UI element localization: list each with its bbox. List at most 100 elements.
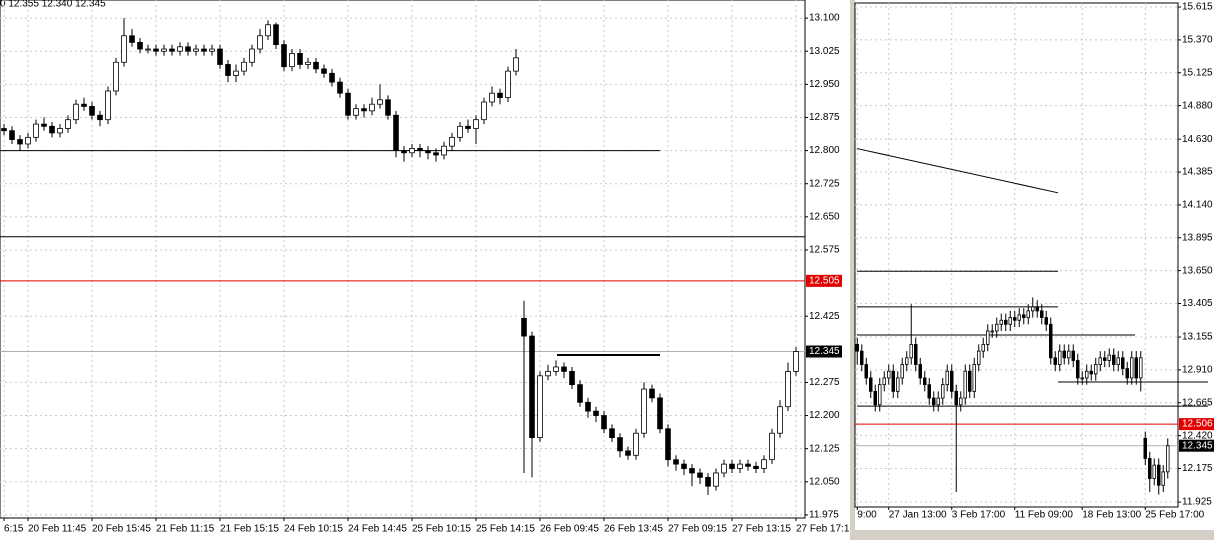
candle-body [1053, 357, 1058, 365]
candle-body [401, 150, 407, 154]
candle-body [209, 48, 215, 52]
y-tick-label: 12.125 [809, 443, 840, 454]
candle-body [1017, 314, 1022, 321]
candle-body [249, 48, 255, 63]
candle-body [609, 428, 615, 439]
x-tick-label: 11 Feb 09:00 [1015, 510, 1074, 521]
candle-body [1058, 350, 1062, 365]
candle-body [225, 64, 231, 76]
plot-frame [0, 0, 806, 519]
candle-body [57, 128, 63, 134]
candle-body [329, 72, 335, 83]
candle-body [869, 377, 873, 392]
candle-body [561, 366, 567, 372]
candle-body [321, 68, 327, 74]
y-tick-label: 13.025 [809, 46, 840, 57]
candle-body [537, 375, 543, 439]
candle-body [673, 459, 679, 465]
candle-body [959, 397, 963, 406]
candle-body [9, 130, 15, 140]
candle-body [689, 468, 695, 474]
price-marker-box [1179, 418, 1214, 431]
candle-body [409, 147, 415, 154]
candle-body [713, 472, 719, 487]
plot-frame [854, 2, 1179, 508]
candle-body [999, 319, 1004, 325]
price-marker-box [806, 345, 842, 358]
candle-body [1004, 319, 1008, 325]
candle-body [936, 397, 941, 406]
x-tick-label: 18 Feb 13:00 [1082, 510, 1141, 521]
candle-body [153, 48, 159, 52]
candle-body [1026, 310, 1031, 318]
candle-body [681, 463, 687, 469]
y-tick-label: 14.630 [1182, 134, 1213, 145]
candle-body [1040, 310, 1044, 318]
candle-body [882, 377, 887, 386]
candle-body [601, 415, 607, 430]
y-tick-label: 11.925 [1182, 497, 1212, 508]
y-tick-label: 14.385 [1182, 167, 1213, 178]
candle-body [1121, 357, 1125, 369]
candle-body [161, 48, 167, 52]
candle-body [941, 384, 945, 399]
candle-body [233, 70, 239, 76]
candle-body [73, 103, 79, 121]
panel-divider [850, 0, 855, 540]
candle-body [169, 48, 175, 52]
candle-body [927, 384, 932, 399]
candle-body [345, 92, 351, 116]
candle-body [963, 370, 968, 399]
candle-body [905, 357, 909, 365]
candle-body [297, 53, 303, 65]
candle-body [1008, 317, 1013, 325]
candle-body [864, 364, 869, 379]
candle-body [896, 377, 900, 392]
candle-body [177, 46, 183, 52]
candle-body [217, 48, 223, 65]
candle-body [257, 35, 263, 50]
candle-body [1107, 354, 1112, 361]
scrollbar[interactable] [855, 530, 1214, 540]
candle-body [145, 48, 151, 51]
candle-body [1031, 306, 1035, 312]
price-marker-label: 12.345 [1182, 440, 1213, 451]
candle-body [657, 397, 663, 430]
x-tick-label: 27 Jan 13:00 [889, 510, 947, 521]
candle-body [1148, 458, 1152, 479]
candle-body [393, 114, 399, 151]
candle-body [121, 35, 127, 63]
candle-body [617, 437, 623, 452]
candle-body [457, 125, 463, 138]
y-tick-label: 13.895 [1182, 232, 1213, 243]
candle-body [33, 123, 39, 138]
candle-body [1134, 357, 1139, 379]
y-tick-label: 15.370 [1182, 35, 1213, 46]
x-tick-label: 24 Feb 14:45 [348, 524, 407, 535]
ohlc-info: 0 12.355 12.340 12.345 [0, 0, 106, 10]
candle-body [265, 24, 271, 37]
candle-body [633, 432, 639, 456]
y-tick-label: 15.615 [1182, 2, 1213, 13]
candle-body [995, 323, 999, 332]
candle-body [369, 103, 375, 112]
price-marker-box [1179, 439, 1214, 452]
candle-body [241, 61, 247, 72]
y-tick-label: 13.100 [809, 13, 840, 24]
candle-body [1049, 323, 1053, 359]
candle-body [593, 410, 599, 416]
candle-body [353, 108, 359, 116]
candle-body [887, 370, 891, 379]
candle-body [1044, 317, 1049, 325]
y-tick-label: 12.800 [809, 145, 840, 156]
candle-body [1076, 360, 1080, 379]
candle-body [950, 370, 954, 392]
x-tick-label: 24 Feb 10:15 [284, 524, 343, 535]
y-tick-label: 12.650 [809, 211, 840, 222]
candle-body [721, 463, 727, 474]
y-tick-label: 12.050 [809, 476, 840, 487]
candle-body [25, 136, 31, 145]
candle-body [761, 459, 767, 469]
candle-body [1080, 377, 1085, 380]
